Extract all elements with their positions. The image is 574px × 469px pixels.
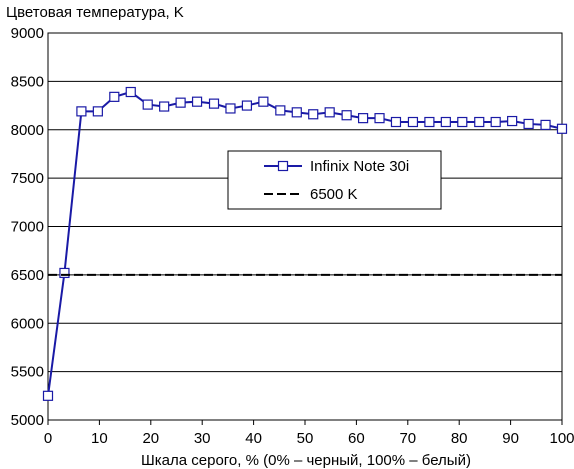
data-point <box>341 110 352 121</box>
series-line <box>47 90 563 396</box>
data-point <box>390 116 402 128</box>
tick-labels: 5000 5500 6000 6500 7000 7500 8000 8500 9000 0 10 2… <box>11 25 574 447</box>
x-tick-label: 0 <box>44 430 52 447</box>
data-point <box>457 116 468 128</box>
x-tick-label: 70 <box>399 430 416 447</box>
data-point <box>291 107 302 118</box>
data-point <box>357 113 369 124</box>
data-point <box>540 119 551 131</box>
data-point <box>225 103 236 114</box>
data-point <box>374 113 385 124</box>
data-point <box>42 390 54 401</box>
x-tick-label: 30 <box>194 430 211 447</box>
data-point <box>308 109 319 120</box>
data-point <box>275 105 286 116</box>
y-tick-label: 9000 <box>11 25 44 42</box>
data-point <box>424 116 435 128</box>
legend-marker <box>277 160 289 172</box>
data-point <box>125 86 136 98</box>
data-point <box>258 96 269 107</box>
data-point <box>191 96 203 107</box>
data-point <box>175 97 186 108</box>
data-point <box>76 106 87 117</box>
x-tick-label: 80 <box>451 430 468 447</box>
data-point <box>490 116 501 128</box>
data-point <box>159 101 170 112</box>
data-point <box>556 123 568 134</box>
data-point <box>407 116 419 128</box>
x-axis-title: Шкала серого, % (0% – черный, 100% – бел… <box>141 452 471 469</box>
data-point <box>142 99 153 110</box>
x-tick-label: 100 <box>549 430 574 447</box>
x-tick-label: 50 <box>297 430 314 447</box>
x-tick-label: 60 <box>348 430 365 447</box>
y-tick-label: 6500 <box>11 267 44 284</box>
data-point <box>474 116 485 128</box>
data-point <box>523 118 534 130</box>
legend-box <box>227 150 442 210</box>
y-tick-label: 5500 <box>11 364 44 381</box>
data-point <box>109 91 120 102</box>
data-point <box>92 106 103 117</box>
legend-label: 6500 K <box>310 186 358 203</box>
x-tick-label: 20 <box>142 430 159 447</box>
legend-label: Infinix Note 30i <box>310 158 409 175</box>
grid <box>47 32 563 421</box>
y-tick-label: 8000 <box>11 122 44 139</box>
data-point <box>440 116 451 128</box>
legend: Infinix Note 30i 6500 K <box>227 150 442 210</box>
y-tick-label: 8500 <box>11 73 44 90</box>
y-tick-label: 6000 <box>11 315 44 332</box>
y-tick-label: 7000 <box>11 219 44 236</box>
x-tick-label: 90 <box>502 430 519 447</box>
data-point <box>59 267 70 279</box>
x-tick-label: 40 <box>245 430 262 447</box>
y-tick-label: 7500 <box>11 170 44 187</box>
series-layer <box>42 86 568 401</box>
data-point <box>324 107 335 118</box>
y-axis-title: Цветовая температура, K <box>6 4 184 21</box>
data-point <box>507 115 518 127</box>
y-tick-label: 5000 <box>11 412 44 429</box>
data-point <box>208 98 220 109</box>
x-tick-label: 10 <box>91 430 108 447</box>
data-point <box>241 100 253 111</box>
